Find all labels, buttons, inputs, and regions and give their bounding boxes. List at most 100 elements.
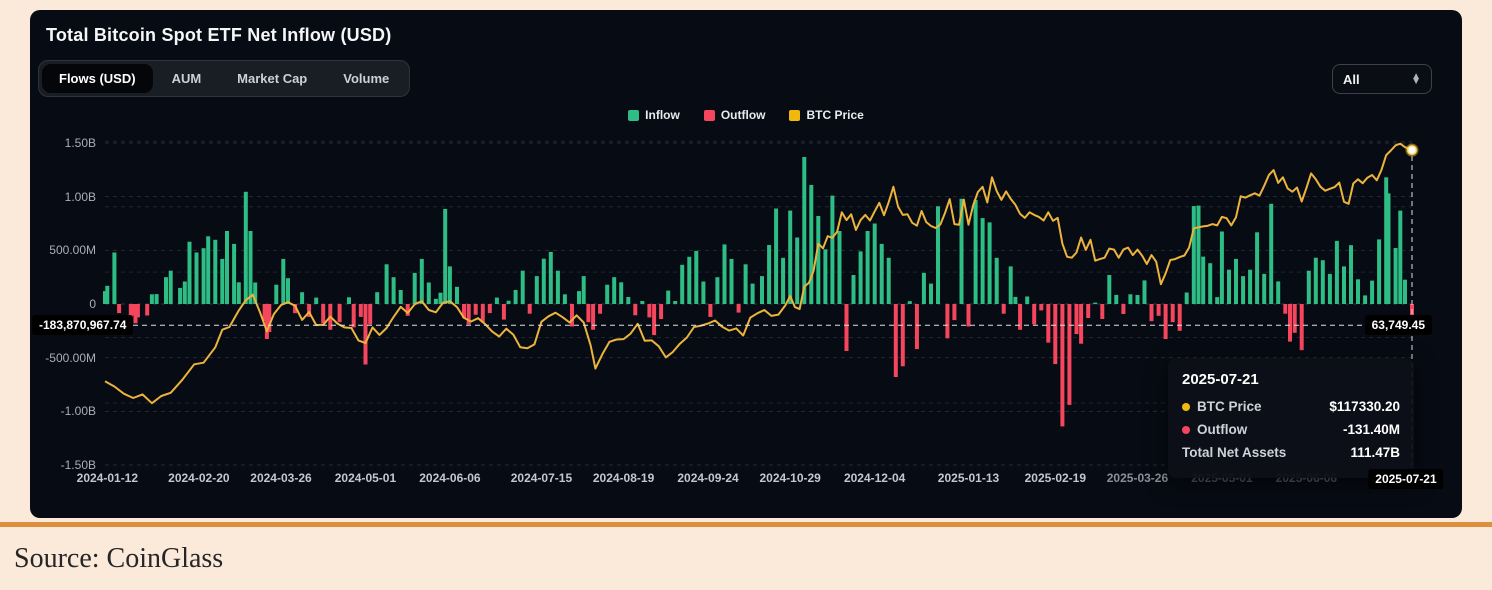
inflow-bar — [1306, 270, 1311, 304]
inflow-bar — [194, 252, 199, 304]
chevron-updown-icon: ▲ ▼ — [1411, 71, 1421, 87]
tab-aum[interactable]: AUM — [155, 64, 219, 93]
inflow-bar — [243, 191, 248, 304]
inflow-bar — [455, 286, 459, 304]
inflow-bar — [187, 241, 192, 304]
outflow-bar — [598, 304, 603, 314]
outflow-bar — [1288, 304, 1292, 342]
outflow-bar — [570, 304, 574, 327]
legend-label: BTC Price — [806, 108, 864, 122]
tab-flows-usd[interactable]: Flows (USD) — [42, 64, 153, 93]
outflow-bar — [952, 304, 957, 321]
outflow-bar — [844, 304, 849, 351]
legend-label: Outflow — [720, 108, 766, 122]
inflow-bar — [1184, 292, 1189, 304]
inflow-bar — [987, 222, 992, 304]
x-axis-label: 2025-03-26 — [1106, 471, 1169, 485]
x-axis-label: 2024-10-29 — [759, 471, 821, 485]
outflow-bar — [659, 304, 664, 319]
inflow-bar — [232, 243, 237, 304]
range-select[interactable]: All ▲ ▼ — [1332, 64, 1432, 94]
inflow-bar — [112, 252, 117, 304]
inflow-bar — [1377, 239, 1382, 304]
inflow-bar — [281, 258, 286, 304]
y-axis-label: 1.00B — [64, 189, 96, 204]
outflow-bar — [368, 304, 373, 325]
inflow-bar — [788, 210, 793, 304]
x-axis-label: 2025-01-13 — [937, 471, 1000, 485]
tooltip-row-value: $117330.20 — [1329, 399, 1400, 414]
btc-price-swatch-icon — [789, 109, 801, 121]
outflow-bar — [1149, 304, 1154, 322]
inflow-bar — [666, 290, 671, 304]
inflow-bar — [149, 294, 154, 304]
outflow-bar — [133, 304, 138, 324]
inflow-bar — [1393, 248, 1398, 304]
inflow-bar — [1128, 294, 1133, 304]
tab-market-cap[interactable]: Market Cap — [220, 64, 324, 93]
outflow-bar — [945, 304, 950, 339]
tooltip-row: BTC Price $117330.20 — [1182, 399, 1400, 414]
inflow-bar — [959, 198, 964, 304]
inflow-bar — [1363, 295, 1368, 304]
range-select-value: All — [1343, 71, 1360, 87]
inflow-bar — [694, 250, 699, 304]
inflow-bar — [879, 243, 884, 304]
outflow-bar — [1060, 304, 1065, 427]
outflow-bar — [145, 304, 150, 316]
x-axis-label: 2024-06-06 — [419, 471, 481, 485]
outflow-bar — [337, 304, 342, 323]
inflow-bar — [973, 199, 978, 304]
inflow-bar — [673, 301, 678, 304]
inflow-bar — [994, 257, 999, 304]
inflow-bar — [1234, 258, 1238, 304]
inflow-bar — [513, 290, 518, 304]
inflow-bar — [729, 258, 734, 304]
inflow-bar — [795, 237, 800, 304]
inflow-bar — [1255, 232, 1260, 304]
inflow-bar — [426, 282, 431, 304]
inflow-bar — [701, 281, 706, 304]
inflow-bar — [1093, 302, 1098, 305]
outflow-bar — [1039, 304, 1044, 311]
inflow-bar — [1342, 266, 1346, 304]
inflow-bar — [858, 251, 863, 304]
inflow-bar — [314, 297, 319, 304]
tooltip-series-dot-icon — [1182, 425, 1190, 434]
inflow-bar — [851, 275, 856, 304]
inflow-bar — [781, 257, 786, 304]
inflow-bar — [182, 281, 187, 304]
outflow-bar — [708, 304, 713, 317]
chart-tooltip: 2025-07-21 BTC Price $117330.20 Outflow -13… — [1168, 358, 1414, 478]
crosshair-flow-badge: -183,870,967.74 — [32, 315, 134, 335]
inflow-bar — [494, 297, 499, 304]
x-axis-label: 2024-01-12 — [76, 471, 139, 485]
tab-volume[interactable]: Volume — [326, 64, 406, 93]
inflow-bar — [1208, 263, 1213, 304]
inflow-bar — [555, 270, 560, 304]
inflow-bar — [802, 157, 807, 304]
inflow-bar — [1398, 210, 1403, 304]
outflow-bar — [501, 304, 506, 320]
inflow-bar — [1114, 294, 1119, 304]
x-axis-label: 2024-07-15 — [510, 471, 573, 485]
chart-plot-area[interactable] — [30, 135, 1462, 495]
legend-item-inflow[interactable]: Inflow — [628, 108, 680, 122]
inflow-bar — [286, 278, 290, 304]
outflow-bar — [321, 304, 326, 324]
legend-item-btc-price[interactable]: BTC Price — [789, 108, 864, 122]
inflow-bar — [541, 258, 546, 304]
outflow-bar — [128, 304, 133, 321]
flow-bars — [103, 157, 1414, 427]
inflow-bar — [412, 272, 417, 304]
inflow-bar — [168, 270, 173, 304]
inflow-bar — [1008, 266, 1013, 304]
inflow-bar — [980, 218, 985, 304]
inflow-bar — [872, 223, 877, 304]
inflow-bar — [581, 276, 586, 304]
tooltip-row-label: Total Net Assets — [1182, 445, 1287, 460]
outflow-bar — [1032, 304, 1037, 325]
inflow-bar — [433, 298, 438, 304]
legend-item-outflow[interactable]: Outflow — [703, 108, 766, 122]
last-price-dot — [1405, 143, 1419, 157]
